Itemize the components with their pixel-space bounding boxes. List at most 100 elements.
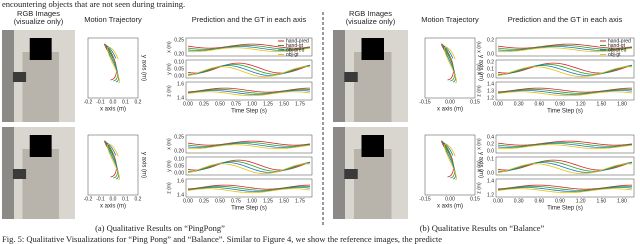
subplot-frame (185, 134, 313, 154)
pred-curve (497, 43, 633, 49)
ytick: 0.10 (174, 59, 184, 65)
time-tick: 1.80 (617, 198, 627, 204)
pred-curve (187, 88, 311, 94)
traj-xtick: 0.1 (122, 99, 129, 105)
pred-curve (187, 162, 311, 173)
time-tick: 1.25 (263, 198, 273, 204)
legend-entry: obj-gt (608, 52, 621, 58)
traj-curve (443, 142, 456, 180)
pred-title: Prediction and the GT in each axis (192, 15, 307, 24)
subplot-frame (185, 37, 313, 57)
legend-entry: hand-gt (608, 43, 626, 49)
pred-curve (187, 90, 311, 95)
traj-ylabel: y axis (m) (140, 152, 146, 178)
traj-curve (441, 140, 454, 178)
person (354, 52, 392, 122)
pred-curve (497, 188, 633, 194)
pred-curve (187, 63, 311, 75)
pred-curve (497, 163, 633, 175)
person (22, 52, 59, 122)
pred-curve (187, 47, 311, 53)
traj-xlabel: x axis (m) (437, 107, 463, 113)
traj-curve (441, 43, 454, 81)
legend-entry: obj-gt (286, 52, 299, 58)
pred-curve (187, 140, 311, 146)
subplot-frame (495, 81, 635, 101)
pred-curve (187, 65, 311, 76)
traj-ylabel: y axis (m) (477, 55, 483, 81)
time-tick: 1.20 (576, 198, 586, 204)
traj-frame (424, 37, 476, 99)
subplot-frame (185, 59, 313, 79)
legend-entry: hand-pred (608, 38, 631, 44)
traj-frame (87, 37, 139, 99)
traj-xtick: -0.2 (84, 99, 93, 105)
traj-xtick: -0.15 (419, 196, 431, 202)
pred-curve (497, 162, 633, 173)
time-tick: 0.90 (555, 198, 565, 204)
ylabel: y (m) (476, 160, 482, 172)
arm (12, 72, 27, 82)
ytick: 0.0 (487, 170, 494, 176)
traj-ylabel: y axis (m) (477, 152, 483, 178)
time-label: Time Step (s) (547, 109, 583, 115)
ylabel: y (m) (476, 63, 482, 75)
ytick: 0.2 (487, 59, 494, 65)
pred-curve (187, 163, 311, 175)
ytick: 1.4 (177, 192, 184, 198)
person (354, 149, 392, 219)
traj-xlabel: x axis (m) (437, 204, 463, 210)
traj-curve (444, 46, 457, 84)
time-tick: 1.50 (596, 101, 606, 107)
ytick: 1.4 (487, 81, 494, 87)
ylabel: y (m) (166, 160, 172, 172)
ytick: 1.3 (487, 88, 494, 94)
traj-curve (107, 46, 120, 84)
ytick: 1.6 (177, 81, 184, 87)
time-tick: 0.25 (199, 101, 209, 107)
time-tick: 0.75 (231, 101, 241, 107)
ytick: 0.1 (487, 156, 494, 162)
ylabel: y (m) (166, 63, 172, 75)
rgb-note: (visualize only) (14, 17, 64, 26)
traj-curve (106, 142, 119, 180)
pred-curve (187, 46, 311, 51)
pred-curve (187, 143, 311, 148)
ylabel: z (m) (166, 85, 172, 97)
ylabel: z (m) (476, 182, 482, 194)
ytick: 0.00 (174, 170, 184, 176)
time-tick: 1.00 (247, 101, 257, 107)
ylabel: x (m) (166, 41, 172, 53)
ylabel: x (m) (476, 41, 482, 53)
traj-ylabel: y axis (m) (140, 55, 146, 81)
ytick: 0.2 (487, 37, 494, 43)
traj-curve (444, 143, 457, 181)
pred-curve (497, 44, 633, 50)
face-mask (29, 135, 52, 157)
pred-curve (497, 87, 633, 93)
photo-wall (333, 30, 345, 122)
pred-curve (497, 143, 633, 148)
traj-xtick: -0.1 (96, 99, 105, 105)
ylabel: x (m) (476, 138, 482, 150)
pred-curve (497, 47, 633, 53)
time-tick: 1.25 (263, 101, 273, 107)
legend-entry: obj-pred (286, 47, 305, 53)
ytick: 1.2 (487, 192, 494, 198)
ytick: 0.10 (174, 156, 184, 162)
time-tick: 0.00 (493, 198, 503, 204)
ytick: 1.6 (177, 178, 184, 184)
pred-curve (187, 141, 311, 147)
fig-caption: Fig. 5: Qualitative Visualizations for “… (2, 234, 442, 244)
time-tick: 0.25 (199, 198, 209, 204)
traj-frame (87, 134, 139, 196)
legend-entry: hand-gt (286, 43, 304, 49)
ytick: 0.0 (487, 148, 494, 154)
ytick: 0.00 (174, 73, 184, 79)
pred-curve (187, 185, 311, 191)
time-label: Time Step (s) (231, 109, 267, 115)
pred-curve (497, 185, 633, 191)
time-tick: 1.50 (279, 101, 289, 107)
traj-curve (104, 43, 117, 81)
